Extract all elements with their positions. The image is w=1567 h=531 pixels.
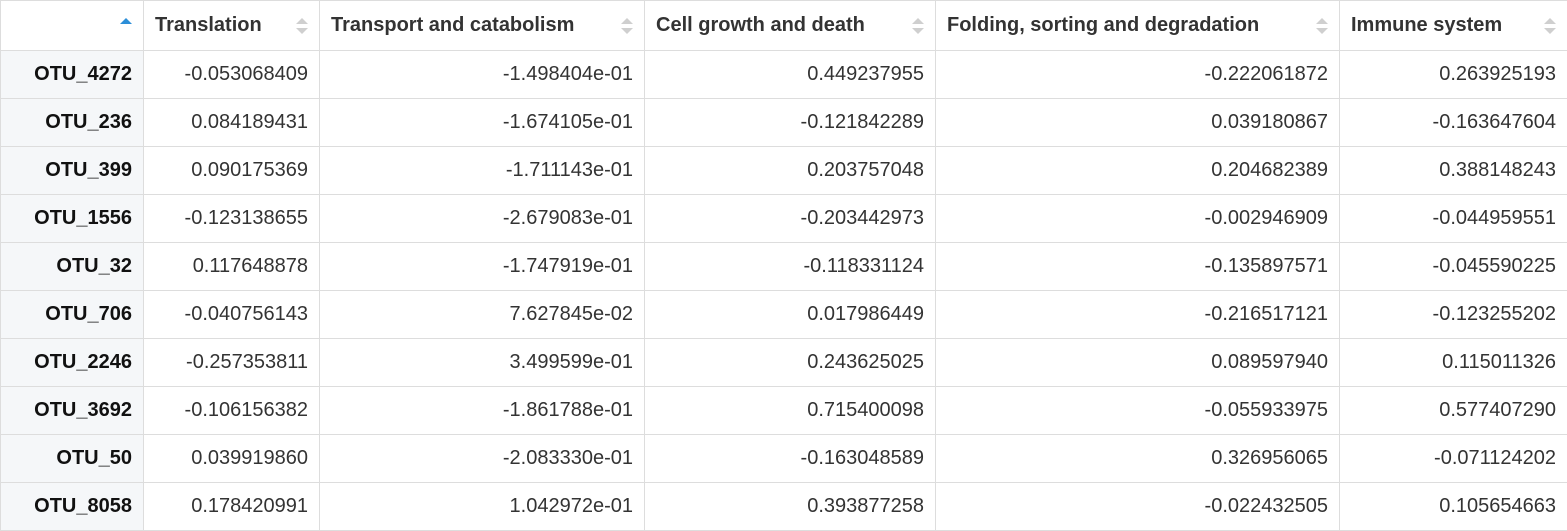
- table-cell: 0.084189431: [144, 99, 320, 147]
- table-cell: -0.044959551: [1340, 195, 1567, 243]
- row-name: OTU_3692: [1, 387, 144, 435]
- table-cell: -0.053068409: [144, 51, 320, 99]
- table-cell: -0.203442973: [645, 195, 936, 243]
- table-cell: -0.163048589: [645, 435, 936, 483]
- table-cell: -0.055933975: [936, 387, 1340, 435]
- table-cell: 0.449237955: [645, 51, 936, 99]
- table-cell: -2.679083e-01: [320, 195, 645, 243]
- table-row: OTU_8058 0.178420991 1.042972e-01 0.3938…: [1, 483, 1567, 531]
- table-cell: -0.222061872: [936, 51, 1340, 99]
- table-cell: -0.121842289: [645, 99, 936, 147]
- table-row: OTU_399 0.090175369 -1.711143e-01 0.2037…: [1, 147, 1567, 195]
- table-cell: 0.039180867: [936, 99, 1340, 147]
- table-row: OTU_1556 -0.123138655 -2.679083e-01 -0.2…: [1, 195, 1567, 243]
- column-header-label: Folding, sorting and degradation: [947, 14, 1259, 36]
- table-row: OTU_4272 -0.053068409 -1.498404e-01 0.44…: [1, 51, 1567, 99]
- row-name: OTU_2246: [1, 339, 144, 387]
- row-name: OTU_706: [1, 291, 144, 339]
- row-name: OTU_4272: [1, 51, 144, 99]
- column-header-transport-and-catabolism[interactable]: Transport and catabolism: [320, 1, 645, 51]
- table-cell: -1.747919e-01: [320, 243, 645, 291]
- table-cell: 0.117648878: [144, 243, 320, 291]
- column-header-label: Immune system: [1351, 14, 1502, 36]
- row-name: OTU_399: [1, 147, 144, 195]
- column-header-rownames[interactable]: [1, 1, 144, 51]
- table-cell: 0.105654663: [1340, 483, 1567, 531]
- table-cell: 0.089597940: [936, 339, 1340, 387]
- table-cell: -0.118331124: [645, 243, 936, 291]
- sort-icon: [1544, 17, 1556, 35]
- table-cell: 0.039919860: [144, 435, 320, 483]
- sort-ascending-icon: [120, 17, 132, 35]
- table-cell: -1.861788e-01: [320, 387, 645, 435]
- table-cell: 0.090175369: [144, 147, 320, 195]
- table-cell: -0.002946909: [936, 195, 1340, 243]
- row-name: OTU_50: [1, 435, 144, 483]
- table-cell: -0.022432505: [936, 483, 1340, 531]
- table-cell: -0.040756143: [144, 291, 320, 339]
- table-cell: -2.083330e-01: [320, 435, 645, 483]
- table-cell: -0.071124202: [1340, 435, 1567, 483]
- table-cell: 0.577407290: [1340, 387, 1567, 435]
- column-header-immune-system[interactable]: Immune system: [1340, 1, 1567, 51]
- table-cell: 0.017986449: [645, 291, 936, 339]
- column-header-translation[interactable]: Translation: [144, 1, 320, 51]
- table-cell: 7.627845e-02: [320, 291, 645, 339]
- table-row: OTU_50 0.039919860 -2.083330e-01 -0.1630…: [1, 435, 1567, 483]
- table-row: OTU_3692 -0.106156382 -1.861788e-01 0.71…: [1, 387, 1567, 435]
- table-cell: 0.178420991: [144, 483, 320, 531]
- table-cell: 0.263925193: [1340, 51, 1567, 99]
- table-cell: -0.045590225: [1340, 243, 1567, 291]
- table-body: OTU_4272 -0.053068409 -1.498404e-01 0.44…: [1, 51, 1567, 531]
- table-cell: -0.123138655: [144, 195, 320, 243]
- sort-icon: [296, 17, 308, 35]
- table-header: Translation Transport and catabolism Cel…: [1, 1, 1567, 51]
- table-cell: -0.216517121: [936, 291, 1340, 339]
- table-cell: -0.123255202: [1340, 291, 1567, 339]
- table-row: OTU_236 0.084189431 -1.674105e-01 -0.121…: [1, 99, 1567, 147]
- table-row: OTU_2246 -0.257353811 3.499599e-01 0.243…: [1, 339, 1567, 387]
- row-name: OTU_1556: [1, 195, 144, 243]
- table-row: OTU_706 -0.040756143 7.627845e-02 0.0179…: [1, 291, 1567, 339]
- table-row: OTU_32 0.117648878 -1.747919e-01 -0.1183…: [1, 243, 1567, 291]
- table-cell: 0.326956065: [936, 435, 1340, 483]
- table-cell: 0.715400098: [645, 387, 936, 435]
- row-name: OTU_8058: [1, 483, 144, 531]
- table-cell: 3.499599e-01: [320, 339, 645, 387]
- table-cell: 0.243625025: [645, 339, 936, 387]
- column-header-label: Cell growth and death: [656, 14, 865, 36]
- column-header-label: Translation: [155, 14, 262, 36]
- row-name: OTU_32: [1, 243, 144, 291]
- column-header-cell-growth-and-death[interactable]: Cell growth and death: [645, 1, 936, 51]
- header-row: Translation Transport and catabolism Cel…: [1, 1, 1567, 51]
- table-cell: -1.498404e-01: [320, 51, 645, 99]
- sort-icon: [912, 17, 924, 35]
- table-cell: 0.393877258: [645, 483, 936, 531]
- table-cell: 0.203757048: [645, 147, 936, 195]
- table-cell: -0.135897571: [936, 243, 1340, 291]
- table-cell: -0.163647604: [1340, 99, 1567, 147]
- row-name: OTU_236: [1, 99, 144, 147]
- table-cell: 0.115011326: [1340, 339, 1567, 387]
- table-cell: 1.042972e-01: [320, 483, 645, 531]
- table-cell: 0.204682389: [936, 147, 1340, 195]
- sort-icon: [621, 17, 633, 35]
- table-cell: -1.674105e-01: [320, 99, 645, 147]
- sort-icon: [1316, 17, 1328, 35]
- table-cell: 0.388148243: [1340, 147, 1567, 195]
- table-cell: -0.257353811: [144, 339, 320, 387]
- table-cell: -0.106156382: [144, 387, 320, 435]
- column-header-folding-sorting-and-degradation[interactable]: Folding, sorting and degradation: [936, 1, 1340, 51]
- table-cell: -1.711143e-01: [320, 147, 645, 195]
- column-header-label: Transport and catabolism: [331, 14, 574, 36]
